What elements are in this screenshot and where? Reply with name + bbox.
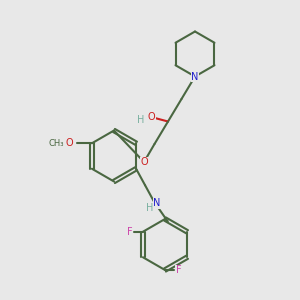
Text: H: H <box>137 115 145 125</box>
Text: F: F <box>127 227 132 237</box>
Text: O: O <box>140 157 148 167</box>
Text: O: O <box>148 112 155 122</box>
Text: O: O <box>66 138 73 148</box>
Text: N: N <box>191 71 199 82</box>
Text: CH₃: CH₃ <box>48 139 64 148</box>
Text: N: N <box>153 198 161 208</box>
Text: F: F <box>176 265 181 275</box>
Text: H: H <box>146 203 153 213</box>
